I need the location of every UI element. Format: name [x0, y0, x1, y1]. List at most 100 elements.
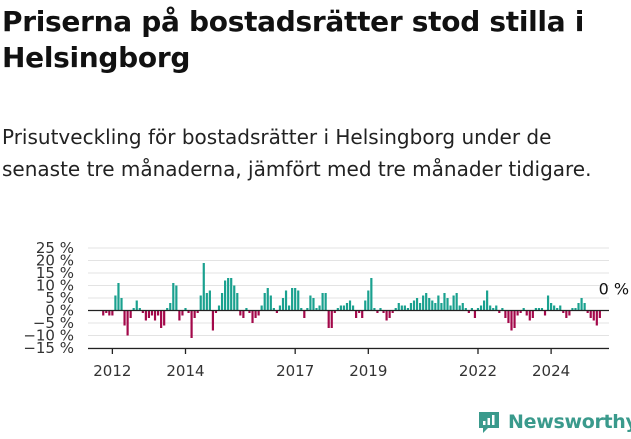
bar: [534, 308, 537, 311]
bar: [297, 290, 300, 311]
bar: [111, 310, 114, 316]
latest-value-label: 0 %: [599, 280, 629, 299]
bar: [382, 310, 385, 313]
y-tick-label: −5 %: [33, 314, 74, 332]
grid-lines: [88, 247, 609, 349]
bar: [409, 303, 413, 311]
bar: [586, 310, 589, 313]
bar: [479, 305, 483, 311]
bar: [373, 308, 376, 311]
bar: [342, 305, 346, 311]
bar: [278, 305, 282, 311]
bar: [431, 300, 434, 311]
bar: [492, 308, 495, 311]
bar: [117, 283, 120, 311]
y-tick-label: 25 %: [36, 239, 74, 257]
bar: [437, 295, 440, 311]
bar: [501, 308, 504, 311]
bar: [132, 308, 135, 311]
y-tick-label: 0 %: [45, 302, 74, 320]
annotations: 0 %: [599, 280, 629, 299]
bar: [315, 308, 318, 311]
bar: [543, 310, 547, 316]
bar: [550, 303, 553, 311]
bar: [361, 310, 364, 318]
x-tick-label: 2014: [166, 362, 204, 380]
bar: [458, 305, 461, 311]
bar: [205, 293, 208, 311]
bar: [486, 290, 489, 311]
bar: [394, 308, 397, 311]
bar: [388, 310, 391, 318]
bar: [446, 298, 449, 311]
bar: [114, 295, 117, 311]
bar: [163, 310, 166, 326]
bar: [434, 303, 437, 311]
bar: [178, 310, 181, 321]
bar: [504, 310, 507, 318]
bar: [257, 310, 260, 316]
bar: [540, 308, 544, 311]
bar: [592, 310, 595, 321]
bar: [150, 310, 154, 316]
bar: [160, 310, 163, 328]
bar: [214, 310, 218, 313]
bar: [281, 298, 285, 311]
bar: [199, 295, 202, 311]
bar: [220, 293, 224, 311]
bar: [321, 293, 324, 311]
bar: [571, 308, 574, 311]
brand-name: Newsworthy: [508, 411, 631, 433]
bar: [108, 310, 111, 316]
bar: [495, 305, 498, 311]
bar: [452, 295, 455, 311]
y-tick-label: 5 %: [45, 289, 74, 307]
bar: [105, 310, 108, 313]
bar: [449, 305, 452, 311]
bar: [525, 310, 528, 316]
bar: [153, 310, 157, 321]
bar: [303, 310, 306, 318]
bar: [419, 303, 422, 311]
bar: [528, 310, 531, 321]
bar: [266, 288, 269, 311]
bar: [202, 263, 205, 311]
bar: [476, 308, 480, 311]
bar: [519, 310, 522, 313]
bar: [443, 293, 446, 311]
bar: [385, 310, 388, 321]
bar: [364, 300, 367, 311]
bar: [507, 310, 510, 323]
bar: [473, 310, 477, 318]
bar: [464, 308, 467, 311]
bar: [522, 308, 525, 311]
x-tick-label: 2012: [93, 362, 131, 380]
bar: [102, 310, 105, 316]
bar: [147, 310, 151, 318]
bar: [269, 295, 272, 311]
bar: [403, 305, 406, 311]
bar: [294, 288, 297, 311]
bar: [120, 298, 123, 311]
bar: [510, 310, 513, 331]
bar: [574, 308, 577, 311]
bar: [324, 293, 327, 311]
y-tick-label: −10 %: [23, 327, 74, 345]
bar: [333, 310, 336, 313]
bar: [272, 308, 275, 311]
bar: [400, 305, 403, 311]
bar: [428, 298, 431, 311]
bar: [345, 303, 349, 311]
bar: [358, 310, 361, 313]
y-tick-label: 20 %: [36, 252, 74, 270]
x-tick-label: 2017: [276, 362, 314, 380]
bar: [233, 285, 236, 311]
y-tick-label: −15 %: [23, 339, 74, 357]
bar: [598, 310, 601, 318]
bar: [379, 308, 382, 311]
bar: [327, 310, 330, 328]
bar: [415, 298, 419, 311]
bar: [306, 308, 309, 311]
bars: [102, 263, 601, 338]
bar: [196, 310, 199, 313]
